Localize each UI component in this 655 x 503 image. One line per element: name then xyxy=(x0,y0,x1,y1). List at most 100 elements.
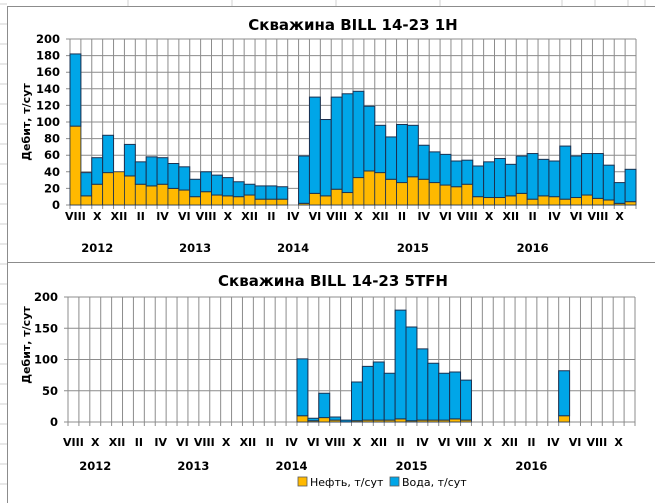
bar-water[interactable] xyxy=(351,381,363,422)
bar-oil[interactable] xyxy=(483,197,495,206)
bar-oil[interactable] xyxy=(330,188,343,206)
bar-water[interactable] xyxy=(427,362,440,421)
bar-water[interactable] xyxy=(624,168,637,203)
bar-water[interactable] xyxy=(243,183,256,196)
bar-water[interactable] xyxy=(461,159,474,185)
bar-oil[interactable] xyxy=(439,184,452,206)
bar-oil[interactable] xyxy=(211,194,223,206)
bar-oil[interactable] xyxy=(494,197,506,206)
bar-water[interactable] xyxy=(276,186,289,200)
bar-oil[interactable] xyxy=(91,183,104,206)
bar-water[interactable] xyxy=(558,370,571,417)
bar-oil[interactable] xyxy=(124,175,136,206)
bar-oil[interactable] xyxy=(504,195,517,206)
bar-oil[interactable] xyxy=(309,192,321,206)
bar-water[interactable] xyxy=(352,90,365,179)
bar-oil[interactable] xyxy=(570,197,582,206)
bar-water[interactable] xyxy=(581,153,593,196)
bar-oil[interactable] xyxy=(472,196,485,206)
bar-water[interactable] xyxy=(254,185,267,200)
bar-oil[interactable] xyxy=(243,194,256,206)
bar-oil[interactable] xyxy=(80,195,93,206)
bar-oil[interactable] xyxy=(69,125,82,206)
bar-water[interactable] xyxy=(211,174,223,196)
bar-water[interactable] xyxy=(559,145,572,200)
bar-water[interactable] xyxy=(308,96,321,194)
bar-oil[interactable] xyxy=(374,172,387,206)
bar-water[interactable] xyxy=(363,105,376,172)
bar-oil[interactable] xyxy=(407,176,419,206)
bar-water[interactable] xyxy=(167,163,180,189)
bar-oil[interactable] xyxy=(548,196,561,206)
bar-oil[interactable] xyxy=(537,195,550,206)
bar-water[interactable] xyxy=(385,136,398,180)
bar-water[interactable] xyxy=(265,185,278,200)
bar-water[interactable] xyxy=(417,144,430,180)
bar-oil[interactable] xyxy=(232,196,245,206)
bar-oil[interactable] xyxy=(396,182,408,206)
bar-water[interactable] xyxy=(374,124,387,174)
bar-oil[interactable] xyxy=(145,185,158,206)
bar-water[interactable] xyxy=(383,372,396,421)
bar-water[interactable] xyxy=(330,96,343,190)
bar-water[interactable] xyxy=(504,163,517,197)
bar-oil[interactable] xyxy=(156,183,169,206)
bar-oil[interactable] xyxy=(417,178,430,206)
bar-oil[interactable] xyxy=(167,187,180,206)
bar-water[interactable] xyxy=(460,379,472,421)
bar-oil[interactable] xyxy=(515,192,528,206)
bar-oil[interactable] xyxy=(592,197,604,206)
bar-oil[interactable] xyxy=(318,417,331,423)
bar-oil[interactable] xyxy=(102,172,114,206)
bar-water[interactable] xyxy=(450,160,463,188)
chart-frame-bottom[interactable] xyxy=(7,262,655,503)
bar-water[interactable] xyxy=(329,416,342,421)
bar-water[interactable] xyxy=(361,365,374,421)
bar-water[interactable] xyxy=(405,326,418,422)
bar-oil[interactable] xyxy=(385,178,397,206)
bar-water[interactable] xyxy=(591,153,604,199)
bar-oil[interactable] xyxy=(134,183,147,206)
bar-oil[interactable] xyxy=(276,198,289,206)
bar-water[interactable] xyxy=(200,171,213,193)
bar-water[interactable] xyxy=(439,153,452,186)
bar-water[interactable] xyxy=(438,372,451,421)
bar-oil[interactable] xyxy=(254,198,267,206)
legend-item-water[interactable]: Вода, т/сут xyxy=(389,476,467,489)
bar-oil[interactable] xyxy=(559,198,572,206)
bar-water[interactable] xyxy=(526,153,539,200)
bar-water[interactable] xyxy=(494,158,506,199)
bar-oil[interactable] xyxy=(189,196,202,206)
bar-water[interactable] xyxy=(515,155,528,194)
bar-water[interactable] xyxy=(91,157,104,185)
bar-water[interactable] xyxy=(406,124,419,178)
bar-water[interactable] xyxy=(570,155,583,199)
bar-water[interactable] xyxy=(319,119,332,197)
bar-water[interactable] xyxy=(613,182,626,204)
bar-water[interactable] xyxy=(189,178,202,198)
bar-oil[interactable] xyxy=(450,186,463,206)
bar-oil[interactable] xyxy=(526,198,539,206)
bar-oil[interactable] xyxy=(461,183,474,206)
bar-water[interactable] xyxy=(298,155,310,204)
bar-water[interactable] xyxy=(340,419,353,423)
bar-oil[interactable] xyxy=(296,415,309,423)
bar-water[interactable] xyxy=(102,134,115,174)
bar-oil[interactable] xyxy=(363,170,376,206)
bar-water[interactable] xyxy=(483,161,496,199)
bar-water[interactable] xyxy=(449,371,462,420)
bar-oil[interactable] xyxy=(602,199,615,206)
bar-oil[interactable] xyxy=(178,189,191,206)
bar-water[interactable] xyxy=(537,158,550,197)
bar-water[interactable] xyxy=(318,392,331,419)
bar-oil[interactable] xyxy=(113,171,125,206)
bar-water[interactable] xyxy=(178,166,191,191)
bar-water[interactable] xyxy=(602,164,615,201)
bar-water[interactable] xyxy=(134,161,147,185)
bar-water[interactable] xyxy=(548,160,561,198)
bar-oil[interactable] xyxy=(200,191,212,206)
bar-water[interactable] xyxy=(416,348,429,421)
bar-oil[interactable] xyxy=(558,415,570,423)
bar-water[interactable] xyxy=(69,53,82,127)
bar-water[interactable] xyxy=(307,417,320,422)
